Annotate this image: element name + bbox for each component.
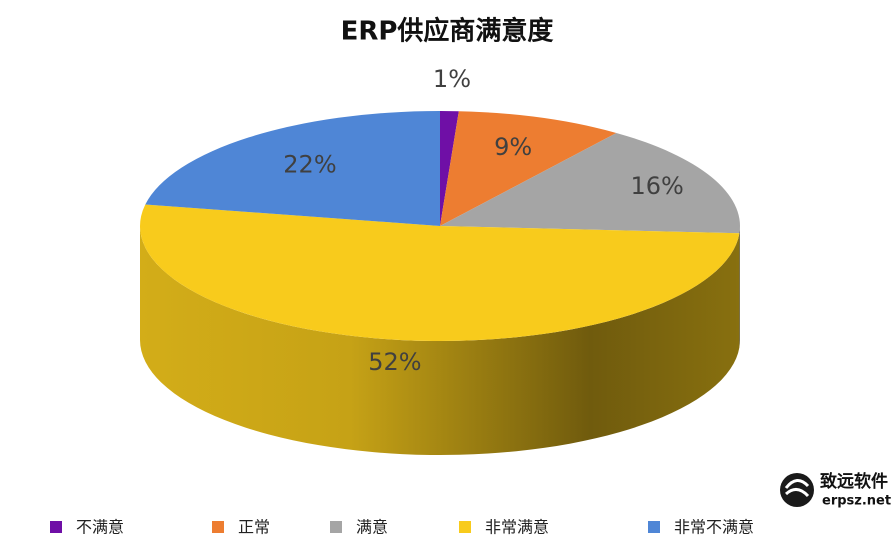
data-label: 16%: [630, 172, 683, 200]
watermark-brand: 致远软件: [820, 471, 888, 492]
data-label: 1%: [433, 65, 471, 93]
legend-label: 满意: [356, 518, 388, 537]
legend-label: 非常不满意: [674, 518, 754, 537]
chart-title: ERP供应商满意度: [341, 16, 554, 47]
legend-swatch: [212, 521, 224, 533]
legend-swatch: [648, 521, 660, 533]
data-label: 22%: [283, 151, 336, 179]
data-label: 52%: [368, 348, 421, 376]
legend-swatch: [50, 521, 62, 533]
legend-label: 正常: [238, 518, 270, 537]
legend-label: 不满意: [76, 518, 124, 537]
slice: [440, 111, 459, 226]
data-label: 9%: [494, 133, 532, 161]
slice-side: [140, 226, 740, 456]
slice: [140, 204, 740, 341]
slice: [145, 111, 440, 226]
legend-label: 非常满意: [485, 518, 549, 537]
watermark: 致远软件 erpsz.net: [780, 471, 891, 509]
legend-swatch: [330, 521, 342, 533]
slice: [440, 111, 617, 226]
logo-mark: [784, 479, 810, 498]
legend-swatch: [459, 521, 471, 533]
slice-side: [739, 226, 740, 348]
slice: [440, 132, 741, 234]
watermark-url: erpsz.net: [822, 494, 891, 509]
